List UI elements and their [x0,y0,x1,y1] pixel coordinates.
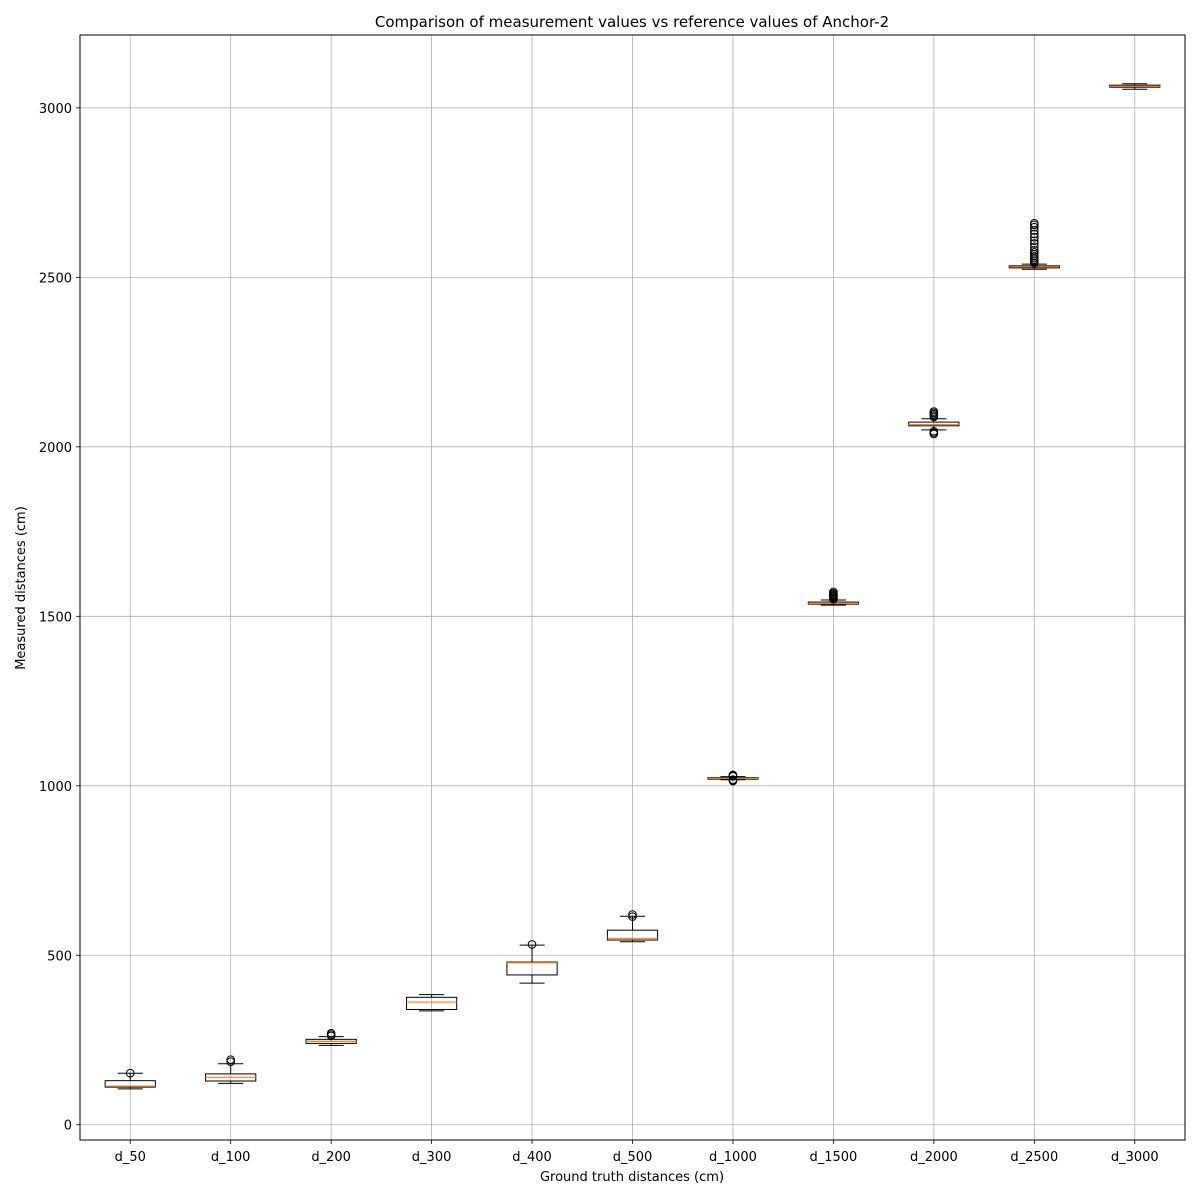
y-tick-label: 2000 [39,441,72,456]
y-axis-label: Measured distances (cm) [14,506,29,670]
x-tick-label: d_3000 [1111,1150,1159,1165]
outlier-point [1030,236,1039,246]
iqr-box [405,996,458,1011]
outlier-point [628,912,637,921]
box-d_1000 [707,770,759,786]
outlier-point [226,1057,235,1067]
outlier-point [1030,222,1039,232]
y-tick-label: 500 [47,949,72,964]
outlier-point [527,940,537,949]
x-tick-label: d_1500 [809,1150,857,1165]
outlier-point [1030,218,1039,228]
x-tick-label: d_500 [613,1150,653,1165]
y-tick-label: 1500 [39,610,72,625]
y-tick-label: 3000 [39,102,72,117]
outlier-point [1030,233,1039,242]
x-tick-label: d_2500 [1010,1150,1058,1165]
x-tick-label: d_50 [115,1150,146,1165]
box-d_3000 [1109,83,1161,90]
outlier-point [1030,247,1039,257]
outlier-point [1030,245,1039,255]
outlier-point [326,1028,336,1038]
y-tick-label: 0 [64,1119,72,1134]
box-d_200 [305,1028,357,1046]
x-tick-label: d_100 [211,1150,251,1165]
outlier-point [1030,229,1039,239]
box-d_1500 [807,587,860,606]
outlier-point [125,1068,135,1078]
outlier-point [728,770,738,780]
x-tick-label: d_300 [412,1150,452,1165]
x-tick-label: d_1000 [709,1150,757,1165]
outlier-point [1030,252,1039,261]
iqr-box [104,1080,156,1088]
outlier-point [628,910,637,919]
grid-lines [80,35,1185,1140]
outlier-point [1030,239,1039,248]
outlier-point [929,407,939,416]
axis-ticks: d_50 d_100 d_200 d_300 d_400 d_500 d_1000 d_150… [39,102,1159,1165]
y-tick-label: 1000 [39,780,72,795]
iqr-box [606,929,659,941]
box-d_500 [606,910,659,943]
outlier-point [226,1055,235,1064]
box-d_300 [405,994,458,1012]
box-series [104,83,1161,1090]
box-d_2500 [1008,218,1060,270]
outlier-point [1030,242,1039,252]
x-axis-label: Ground truth distances (cm) [540,1170,724,1185]
x-tick-label: d_200 [311,1150,351,1165]
outlier-point [829,587,838,597]
chart-title: Comparison of measurement values vs refe… [375,13,889,31]
x-tick-label: d_400 [512,1150,552,1165]
outlier-point [929,426,939,436]
outlier-point [728,775,738,784]
box-d_400 [506,940,558,984]
box-d_50 [104,1068,156,1090]
y-tick-label: 2500 [39,271,72,286]
iqr-box [506,961,558,976]
box-d_100 [205,1055,257,1084]
x-tick-label: d_2000 [910,1150,958,1165]
box-d_2000 [908,407,960,439]
